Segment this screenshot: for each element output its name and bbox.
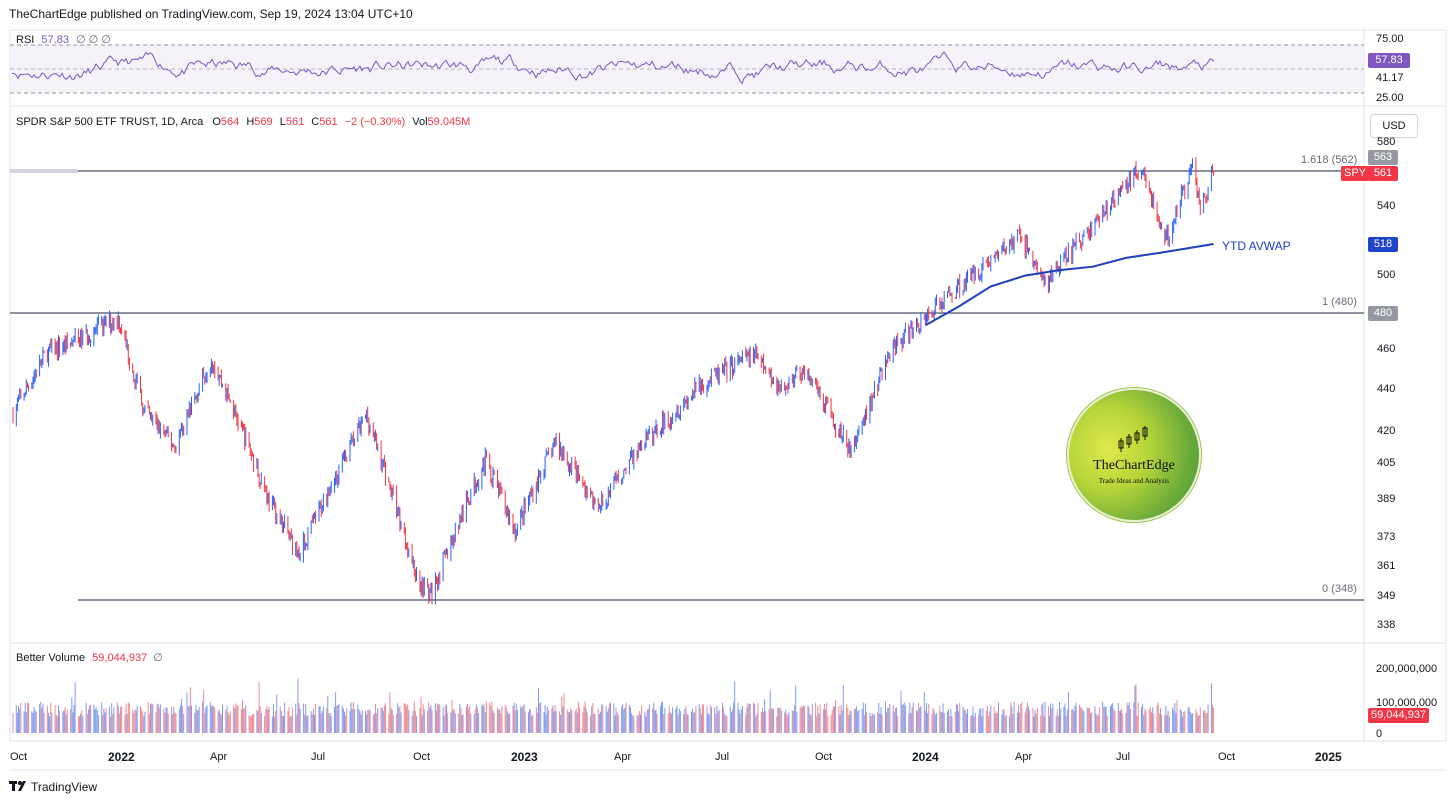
symbol-name[interactable]: SPDR S&P 500 ETF TRUST, 1D, Arca [16,116,204,128]
rsi-legend: RSI 57.83 ∅ ∅ ∅ [16,33,111,46]
price-axis-label: 440 [1377,383,1396,396]
logo-title: TheChartEdge [1093,458,1175,473]
volume-legend: Better Volume 59,044,937 ∅ [16,651,163,664]
price-axis-label: 349 [1377,590,1396,603]
rsi-value-badge: 57.83 [1368,53,1410,68]
x-label-oct-2023: Oct [815,751,833,763]
ohlc-open-value: 564 [220,116,240,128]
volume-settings-symbol: ∅ [153,652,163,664]
x-label-jul-2022: Jul [311,751,326,763]
rsi-settings-symbols: ∅ ∅ ∅ [76,34,111,46]
price-axis-label: 373 [1377,530,1396,543]
x-label-oct-2024: Oct [1218,751,1236,763]
price-axis-label: 420 [1377,424,1396,437]
ohlc-high-value: 569 [254,116,273,128]
ohlc-close-label: C [311,116,320,128]
spy-ticker-badge: SPY [1341,166,1370,181]
x-label-apr-2024: Apr [1015,751,1033,763]
volume-series [12,678,1215,733]
currency-button[interactable]: USD [1370,114,1418,138]
x-label-apr-2022: Apr [210,751,228,763]
fib-label-1618: 1.618 (562) [1301,154,1358,166]
rsi-axis-41: 41.17 [1376,72,1404,84]
tradingview-logo-icon [9,781,26,791]
candlestick-logo-icon [1118,426,1148,452]
rsi-label: RSI [16,34,35,46]
x-label-2023: 2023 [511,750,538,764]
price-axis-label: 540 [1377,199,1396,212]
publish-info: TheChartEdge published on TradingView.co… [9,7,413,21]
avwap-price-badge: 518 [1368,237,1398,252]
fib-mid-price-badge: 480 [1368,306,1398,321]
price-axis-label: 361 [1377,560,1396,573]
main-legend: SPDR S&P 500 ETF TRUST, 1D, Arca O564 H5… [16,116,470,128]
volume-indicator-value: 59,044,937 [92,652,148,664]
volume-axis-0: 0 [1376,728,1383,740]
x-label-apr-2023: Apr [614,751,632,763]
ohlc-change: −2 (−0.30%) [344,116,406,128]
volume-axis-200m: 200,000,000 [1376,663,1438,675]
ytd-avwap-line[interactable] [924,243,1214,327]
fib-top-price-badge: 563 [1368,150,1398,165]
price-axis-label: 405 [1377,457,1396,470]
price-axis-label: 500 [1377,268,1396,281]
ohlc-close-value: 561 [319,116,338,128]
logo-subtitle: Trade Ideas and Analysis [1098,477,1170,485]
thechartedge-logo: TheChartEdge Trade Ideas and Analysis [1067,388,1201,522]
rsi-axis-75: 75.00 [1376,33,1404,45]
fib-label-0: 0 (348) [1322,583,1357,595]
price-axis-label: 460 [1377,343,1396,356]
volume-indicator-label: Better Volume [16,652,86,664]
rsi-value: 57.83 [41,34,69,46]
x-label-oct-2022: Oct [413,751,431,763]
x-label-2022: 2022 [108,750,135,764]
rsi-line [11,51,1215,85]
price-axis-label: 580 [1377,135,1396,148]
x-label-jul-2024: Jul [1116,751,1131,763]
ohlc-open-label: O [212,116,221,128]
x-label-jul-2023: Jul [715,751,730,763]
rsi-axis-25: 25.00 [1376,92,1404,104]
price-axis-label: 338 [1377,619,1396,632]
candlestick-series [12,157,1215,605]
volume-axis-100m: 100,000,000 [1376,697,1438,709]
ohlc-low-label: L [279,116,286,128]
spy-price-badge: 561 [1368,166,1398,181]
volume-value-badge: 59,044,937 [1368,708,1430,723]
volume-value: 59.045M [427,116,471,128]
tradingview-brand[interactable]: TradingView [31,780,98,794]
volume-label: Vol [412,116,428,128]
avwap-label: YTD AVWAP [1222,239,1291,253]
x-label-2025: 2025 [1315,750,1342,764]
ohlc-high-label: H [246,116,255,128]
x-label-oct-2021: Oct [10,751,28,763]
x-label-2024: 2024 [912,750,939,764]
price-axis-label: 389 [1377,493,1396,506]
fib-label-1: 1 (480) [1322,296,1357,308]
ohlc-low-value: 561 [285,116,305,128]
